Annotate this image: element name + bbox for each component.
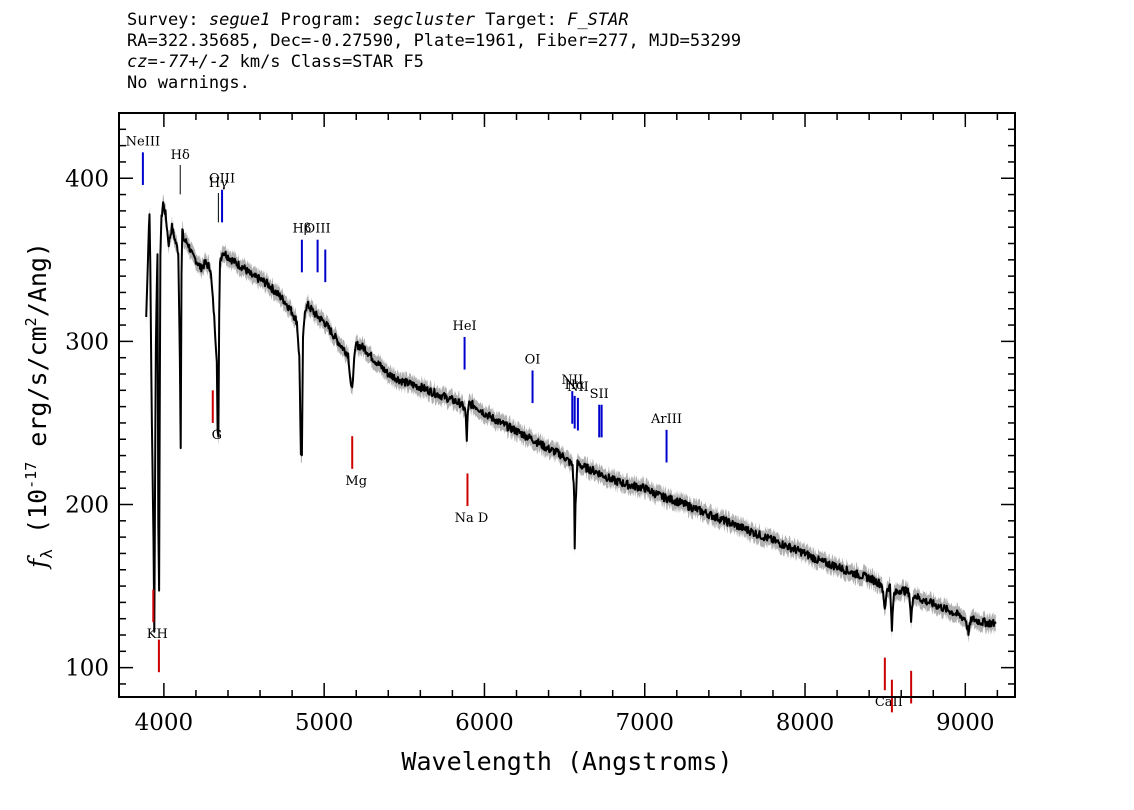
y-tick-label: 400 — [65, 166, 109, 192]
x-axis-title: Wavelength (Angstroms) — [401, 747, 732, 776]
emission-line-label: OIII — [305, 222, 331, 237]
y-tick-label: 300 — [65, 329, 109, 355]
spectrum-header: Survey: segue1 Program: segcluster Targe… — [127, 10, 741, 94]
x-tick-label: 5000 — [295, 710, 354, 736]
balmer-line-label: Hδ — [171, 148, 190, 163]
header-line-coordinates: RA=322.35685, Dec=-0.27590, Plate=1961, … — [127, 31, 742, 51]
emission-line-label: NeIII — [126, 134, 160, 149]
ticks-layer — [119, 112, 1015, 697]
emission-line-label: HeI — [452, 319, 476, 334]
y-tick-label: 200 — [65, 493, 109, 519]
x-tick-label: 6000 — [455, 710, 514, 736]
emission-line-label: OI — [525, 352, 541, 367]
header-line-warnings: No warnings. — [127, 73, 250, 93]
y-axis-title: fλ (10-17 erg/s/cm2/Ang) — [22, 242, 56, 570]
series-layer — [145, 201, 997, 636]
emission-line-label: Hβ — [292, 222, 311, 237]
plot-frame — [118, 112, 1016, 698]
emission-line-label: OIII — [209, 172, 235, 187]
program-label: Program: — [270, 10, 373, 30]
class-value: km/s Class=STAR F5 — [229, 52, 424, 72]
absorption-line-label: CaII — [875, 695, 903, 710]
emission-line-label: SII — [590, 387, 609, 402]
emission-line-label: ArIII — [650, 412, 682, 427]
emission-line-label: NII — [561, 373, 583, 388]
survey-label: Survey: — [127, 10, 209, 30]
emission-line-label: NII — [567, 380, 589, 395]
x-tick-label: 4000 — [135, 710, 194, 736]
emission-line-label: Hα — [565, 378, 585, 393]
survey-value: segue1 — [208, 10, 271, 30]
program-value: segcluster — [372, 10, 476, 30]
absorption-line-label: Mg — [345, 474, 367, 489]
target-label: Target: — [475, 10, 568, 30]
tick-labels-layer: 4000 5000 6000 7000 8000 9000 100 200 300 400 — [65, 166, 994, 736]
target-value: F_STAR — [567, 10, 629, 30]
absorption-line-label: KH — [147, 627, 168, 642]
x-tick-label: 7000 — [615, 710, 674, 736]
cz-value: cz=-77+/-2 — [127, 52, 230, 72]
x-tick-label: 9000 — [936, 710, 995, 736]
absorption-line-label: G — [212, 428, 222, 443]
y-tick-label: 100 — [65, 656, 109, 682]
balmer-line-label: Hγ — [209, 176, 228, 191]
x-tick-label: 8000 — [776, 710, 835, 736]
header-line-class: cz=-77+/-2 km/s Class=STAR F5 — [127, 52, 741, 73]
header-line-survey: Survey: segue1 Program: segcluster Targe… — [127, 10, 741, 31]
absorption-line-label: Na D — [455, 511, 489, 526]
spectrum-line — [145, 201, 997, 636]
